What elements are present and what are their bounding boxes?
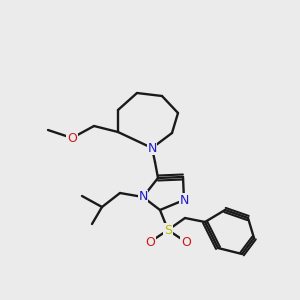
Text: O: O [181,236,191,248]
Text: O: O [67,131,77,145]
Text: N: N [179,194,189,206]
Text: N: N [147,142,157,154]
Text: N: N [138,190,148,203]
Text: S: S [164,224,172,236]
Text: O: O [145,236,155,248]
